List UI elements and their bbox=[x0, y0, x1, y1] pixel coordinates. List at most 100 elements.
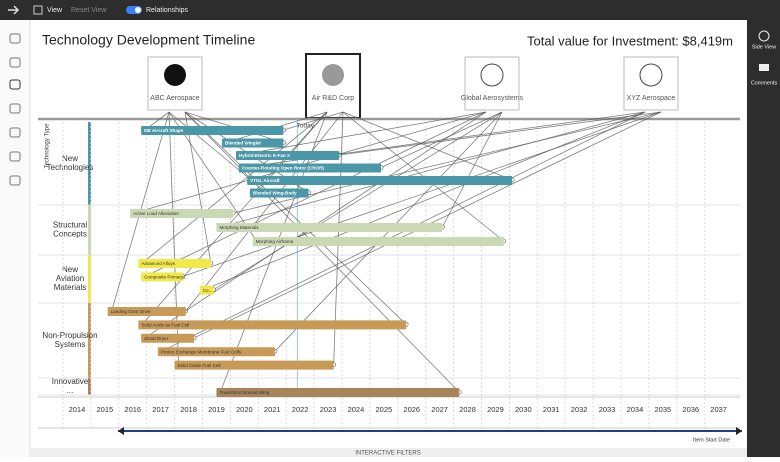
filters-bar[interactable] bbox=[30, 448, 747, 457]
reset-button[interactable]: Reset View bbox=[71, 7, 107, 14]
company-name: ABC Aerospace bbox=[150, 95, 200, 102]
top-bar bbox=[0, 0, 780, 20]
row-strip bbox=[88, 378, 91, 395]
bar-label: Blended Winglet bbox=[225, 141, 261, 146]
comments[interactable]: Comments bbox=[751, 80, 778, 86]
year-label: 2024 bbox=[348, 405, 365, 414]
year-label: 2019 bbox=[208, 405, 225, 414]
relationship-line bbox=[203, 111, 646, 291]
year-label: 2031 bbox=[543, 405, 560, 414]
view-icon[interactable] bbox=[33, 5, 43, 15]
nav-icon bbox=[9, 127, 21, 138]
year-label: 2036 bbox=[682, 405, 699, 414]
relationship-line bbox=[380, 111, 503, 168]
slider-label: Item Start Date bbox=[693, 437, 730, 443]
relationship-line bbox=[133, 111, 487, 214]
back-icon[interactable] bbox=[8, 5, 20, 15]
relationship-line bbox=[184, 111, 460, 393]
company-card[interactable] bbox=[623, 56, 679, 111]
year-label: 2030 bbox=[515, 405, 532, 414]
year-label: 2032 bbox=[571, 405, 588, 414]
year-label: 2035 bbox=[655, 405, 672, 414]
bar-label: Active Load Alleviation bbox=[133, 211, 179, 216]
bar-label: Morphing Materials bbox=[219, 225, 259, 230]
timeline-bar[interactable] bbox=[235, 151, 340, 160]
timeline-bar[interactable] bbox=[238, 163, 382, 173]
year-label: 2018 bbox=[180, 405, 197, 414]
relationship-line bbox=[339, 111, 662, 156]
year-label: 2028 bbox=[459, 405, 476, 414]
relationship-line bbox=[342, 111, 513, 181]
timeline-bar[interactable] bbox=[157, 347, 276, 357]
timeline-bar[interactable] bbox=[216, 388, 460, 397]
relationships-toggle[interactable]: Relationships bbox=[146, 7, 189, 14]
timeline-bar[interactable] bbox=[216, 223, 443, 232]
comments-icon[interactable] bbox=[759, 64, 769, 71]
bar-label: Truss/Strut Braced Wing bbox=[219, 390, 269, 395]
timeline-bar[interactable] bbox=[222, 138, 284, 148]
row-strip bbox=[88, 255, 91, 303]
timeline-bar[interactable] bbox=[138, 259, 211, 268]
year-label: 2037 bbox=[710, 405, 727, 414]
timeline-bar[interactable] bbox=[141, 272, 183, 282]
bar-label: Blended Wing-Body bbox=[253, 191, 297, 196]
year-label: 2016 bbox=[124, 405, 141, 414]
side-view-icon[interactable] bbox=[758, 30, 770, 42]
relationship-line bbox=[168, 111, 252, 181]
timeline-bar[interactable] bbox=[138, 320, 407, 330]
timeline-bar[interactable] bbox=[141, 333, 195, 343]
bar-label: Landing Gear Drive bbox=[111, 309, 151, 314]
company-name: Air R&D Corp bbox=[312, 95, 355, 102]
total: Total value for Investment: $8,419m bbox=[527, 33, 733, 48]
bar-label: Advanced Alloys bbox=[141, 261, 175, 266]
timeline-bar[interactable] bbox=[174, 360, 334, 370]
toggle-knob bbox=[135, 7, 141, 13]
relationship-line bbox=[144, 111, 487, 277]
company-logo bbox=[322, 64, 344, 86]
row-strip bbox=[88, 122, 91, 205]
relationship-line bbox=[182, 111, 662, 277]
row-label: New Aviation Materials bbox=[54, 265, 86, 292]
year-label: 2021 bbox=[264, 405, 281, 414]
timeline-bar[interactable] bbox=[141, 126, 284, 135]
row-label: Structural Concepts bbox=[53, 221, 87, 239]
company-logo bbox=[480, 63, 504, 87]
slider-handle[interactable] bbox=[736, 427, 742, 435]
row-header: Technology Type bbox=[45, 123, 51, 169]
timeline-bar[interactable] bbox=[249, 188, 309, 198]
nav-icon bbox=[9, 79, 21, 90]
right-bar bbox=[747, 20, 780, 457]
nav-icon bbox=[9, 103, 21, 114]
bar-label: Composite Primary... bbox=[144, 275, 187, 280]
relationship-line bbox=[184, 111, 212, 264]
year-label: 2025 bbox=[376, 405, 393, 414]
nav-icon bbox=[9, 175, 21, 186]
timeline-bar[interactable] bbox=[107, 307, 186, 316]
timeline-bar[interactable] bbox=[129, 209, 234, 218]
relationship-line bbox=[220, 111, 646, 228]
year-label: 2029 bbox=[487, 405, 504, 414]
timeline-bar[interactable] bbox=[199, 285, 214, 295]
company-card[interactable] bbox=[464, 56, 520, 111]
side-view[interactable]: Side View bbox=[752, 44, 776, 50]
timeline-bar[interactable] bbox=[247, 176, 513, 185]
year-label: 2023 bbox=[320, 405, 337, 414]
year-label: 2022 bbox=[292, 405, 309, 414]
row-strip bbox=[88, 205, 91, 255]
bar-label: Counter-Rotating Open Rotor (CROR) bbox=[242, 166, 325, 171]
relationship-line bbox=[185, 111, 344, 312]
row-strip bbox=[88, 303, 91, 378]
year-label: 2014 bbox=[69, 405, 86, 414]
bar-label: Zonal Dryer bbox=[144, 336, 168, 341]
filters[interactable]: INTERACTIVE FILTERS bbox=[355, 451, 421, 457]
nav-icon bbox=[9, 57, 21, 68]
bar-label: Solid Acids as Fuel Cell bbox=[141, 323, 189, 328]
year-label: 2027 bbox=[431, 405, 448, 414]
bar-label: VTOL Aircraft bbox=[250, 178, 280, 183]
view-button[interactable]: View bbox=[47, 7, 63, 14]
timeline-bar[interactable] bbox=[252, 237, 504, 246]
year-label: 2026 bbox=[403, 405, 420, 414]
slider-handle[interactable] bbox=[118, 427, 124, 435]
bar-label: Proton Exchange Membrane Fuel Cells bbox=[161, 349, 242, 354]
